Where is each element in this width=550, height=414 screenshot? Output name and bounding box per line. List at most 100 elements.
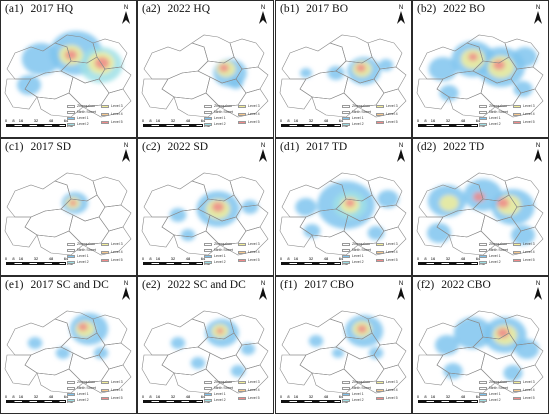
scale-tick-label: 32 [33,118,39,123]
legend-label: Level 2 [489,398,501,402]
north-arrow-icon: N [533,281,543,301]
panel-label: (a2) [142,3,161,15]
legend-label: Level 3 [386,380,398,384]
legend-label: Level 1 [489,116,501,120]
map-panel-f1: (f1) 2017 CBO N 0 8 16 32 48 64 KM Zhengzhou Ninth … [275,276,412,414]
heat-hotspot [240,343,256,355]
district-boundary [36,230,84,256]
legend-label: Level 2 [214,398,226,402]
legend-item: Level 5 [101,258,123,262]
scale-bar-graphic [281,124,341,127]
heat-hotspot [27,337,43,349]
legend-swatch [342,254,350,258]
legend-item: Ninth Street [67,110,96,114]
legend-swatch [342,248,350,252]
legend-swatch [204,260,212,264]
panel-title: (b2) 2022 BO [417,2,485,16]
legend-swatch [101,242,109,246]
legend-item: Level 4 [101,112,123,116]
legend-item: Level 5 [513,120,535,124]
legend-swatch [376,396,384,400]
legend-swatch [479,110,487,114]
legend-label: Level 4 [523,112,535,116]
legend-item: Level 3 [238,380,260,384]
legend-label: Level 3 [523,104,535,108]
legend-label: Level 5 [386,120,398,124]
legend-label: Ninth Street [489,248,508,252]
legend-item: Level 5 [238,120,260,124]
heat-hotspot [497,198,509,208]
scale-tick-label: 8 [424,394,427,399]
heatmap-c2 [141,172,269,256]
district-boundary [311,368,359,394]
legend-swatch [479,242,487,246]
legend-item: Level 5 [513,258,535,262]
legend-label: Zhengzhou [214,104,232,108]
legend-label: Level 2 [77,398,89,402]
panel-label: (d2) [417,141,437,153]
legend-label: Level 2 [352,398,364,402]
legend-swatch [238,250,246,254]
north-label: N [535,5,541,11]
scale-tick-label: 8 [149,394,152,399]
heatmap-a2 [141,34,269,118]
scale-tick-label: 64 [475,256,481,261]
scale-bar-graphic [6,124,66,127]
legend-swatch [101,396,109,400]
scale-bar: 0 8 16 32 48 64 KM [280,118,348,130]
map-legend: Zhengzhou Ninth Street Level 1 Level 2 Level… [479,380,545,408]
panel-label: (c1) [5,141,24,153]
legend-swatch [67,254,75,258]
north-arrow-icon: N [258,143,268,163]
scale-tick-label: 16 [293,256,299,261]
panel-title: (a1) 2017 HQ [5,2,73,16]
scale-tick-label: 64 [338,256,344,261]
map-panel-f2: (f2) 2022 CBO N 0 8 16 32 48 64 KM Zhengzhou Ninth … [412,276,549,414]
district-boundary [141,354,175,386]
legend-swatch [204,392,212,396]
scale-tick-label: 32 [33,394,39,399]
panel-category: SC and DC [56,279,109,291]
legend-swatch [513,388,521,392]
scale-unit: KM [479,399,485,404]
legend-item: Level 1 [67,254,89,258]
scale-bar: 0 8 16 32 48 64 KM [142,394,210,406]
district-boundary [82,88,132,118]
scale-bar: 0 8 16 32 48 64 KM [5,394,73,406]
legend-label: Level 5 [248,258,260,262]
scale-tick-label: 48 [48,256,54,261]
district-boundary [448,368,496,394]
legend-swatch [101,104,109,108]
legend-item: Ninth Street [342,248,371,252]
district-boundary [448,92,496,118]
legend-label: Level 5 [111,396,123,400]
panel-year: 2017 [30,279,54,291]
north-label: N [123,143,129,149]
legend-item: Level 4 [376,112,398,116]
scale-tick-label: 48 [48,118,54,123]
scale-tick-label: 32 [445,394,451,399]
north-label: N [535,143,541,149]
scale-tick-label: 16 [293,118,299,123]
scale-tick-label: 64 [200,394,206,399]
legend-item: Level 2 [67,398,89,402]
legend-swatch [204,248,212,252]
panel-category: BO [332,3,349,15]
legend-item: Level 3 [376,380,398,384]
scale-tick-label: 48 [323,256,329,261]
legend-item: Level 2 [479,122,501,126]
legend-swatch [513,104,521,108]
north-arrow-icon: N [258,5,268,25]
legend-item: Zhengzhou [479,104,507,108]
scale-bar: 0 8 16 32 48 64 KM [142,256,210,268]
legend-swatch [204,398,212,402]
panel-year: 2022 [443,141,467,153]
scale-tick-label: 48 [185,394,191,399]
scale-bar: 0 8 16 32 48 64 KM [417,394,485,406]
north-arrow-icon: N [396,143,406,163]
scale-unit: KM [204,123,210,128]
district-boundary [141,216,175,248]
legend-swatch [238,258,246,262]
scale-tick-label: 16 [18,256,24,261]
legend-swatch [238,104,246,108]
